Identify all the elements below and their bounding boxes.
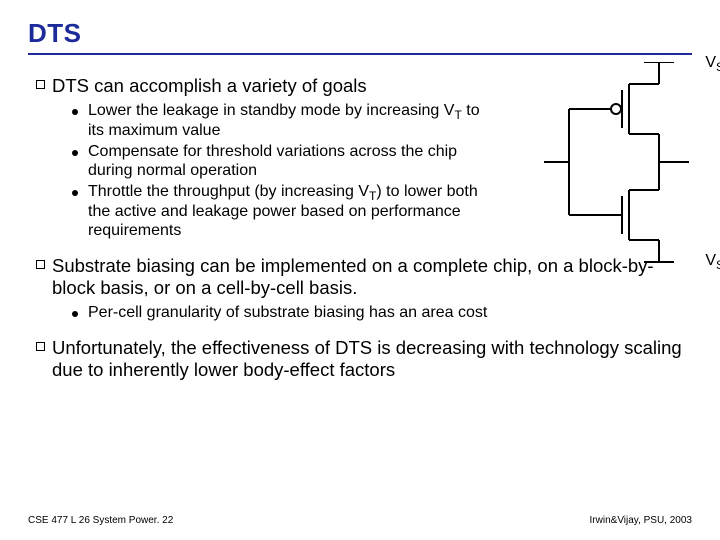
section1-bullet-2: Compensate for threshold variations acro… xyxy=(70,143,493,181)
section3-heading-text: Unfortunately, the effectiveness of DTS … xyxy=(52,337,692,382)
footer-right: Irwin&Vijay, PSU, 2003 xyxy=(590,515,692,526)
square-bullet-icon xyxy=(36,342,45,351)
section3-heading: Unfortunately, the effectiveness of DTS … xyxy=(28,337,692,382)
section2-bullet-1: Per-cell granularity of substrate biasin… xyxy=(70,304,692,323)
vsbn-label: VSB,n xyxy=(705,252,720,272)
vsbp-sub: SB,p xyxy=(716,60,720,74)
dot-bullet-icon xyxy=(72,109,78,115)
bullet-text: Lower the leakage in standby mode by inc… xyxy=(88,102,493,141)
vsbp-label: VSB,p xyxy=(705,54,720,74)
section1-bullet-3: Throttle the throughput (by increasing V… xyxy=(70,183,493,241)
dot-bullet-icon xyxy=(72,190,78,196)
bullet-text-pre: Per-cell granularity of substrate biasin… xyxy=(88,304,487,321)
square-bullet-icon xyxy=(36,260,45,269)
circuit-figure: VSB,p VSB,n xyxy=(534,62,694,282)
bullet-text-pre: Compensate for threshold variations acro… xyxy=(88,143,457,179)
bullet-text-pre: Throttle the throughput (by increasing V xyxy=(88,183,369,200)
section1-heading-text: DTS can accomplish a variety of goals xyxy=(52,75,493,98)
bullet-text: Throttle the throughput (by increasing V… xyxy=(88,183,493,241)
cmos-inverter-icon xyxy=(534,62,694,282)
footer-left: CSE 477 L 26 System Power. 22 xyxy=(28,515,173,526)
page-title: DTS xyxy=(28,18,692,55)
dot-bullet-icon xyxy=(72,311,78,317)
bullet-text-pre: Lower the leakage in standby mode by inc… xyxy=(88,102,454,119)
text-column: DTS can accomplish a variety of goals Lo… xyxy=(28,75,493,241)
dot-bullet-icon xyxy=(72,150,78,156)
section1-bullet-1: Lower the leakage in standby mode by inc… xyxy=(70,102,493,141)
vsbp-pre: V xyxy=(705,54,716,71)
bullet-text: Per-cell granularity of substrate biasin… xyxy=(88,304,692,323)
square-bullet-icon xyxy=(36,80,45,89)
vsbn-sub: SB,n xyxy=(716,258,720,272)
section1-heading: DTS can accomplish a variety of goals xyxy=(28,75,493,98)
vsbn-pre: V xyxy=(705,252,716,269)
bullet-text-sub: T xyxy=(454,108,461,122)
bullet-text: Compensate for threshold variations acro… xyxy=(88,143,493,181)
